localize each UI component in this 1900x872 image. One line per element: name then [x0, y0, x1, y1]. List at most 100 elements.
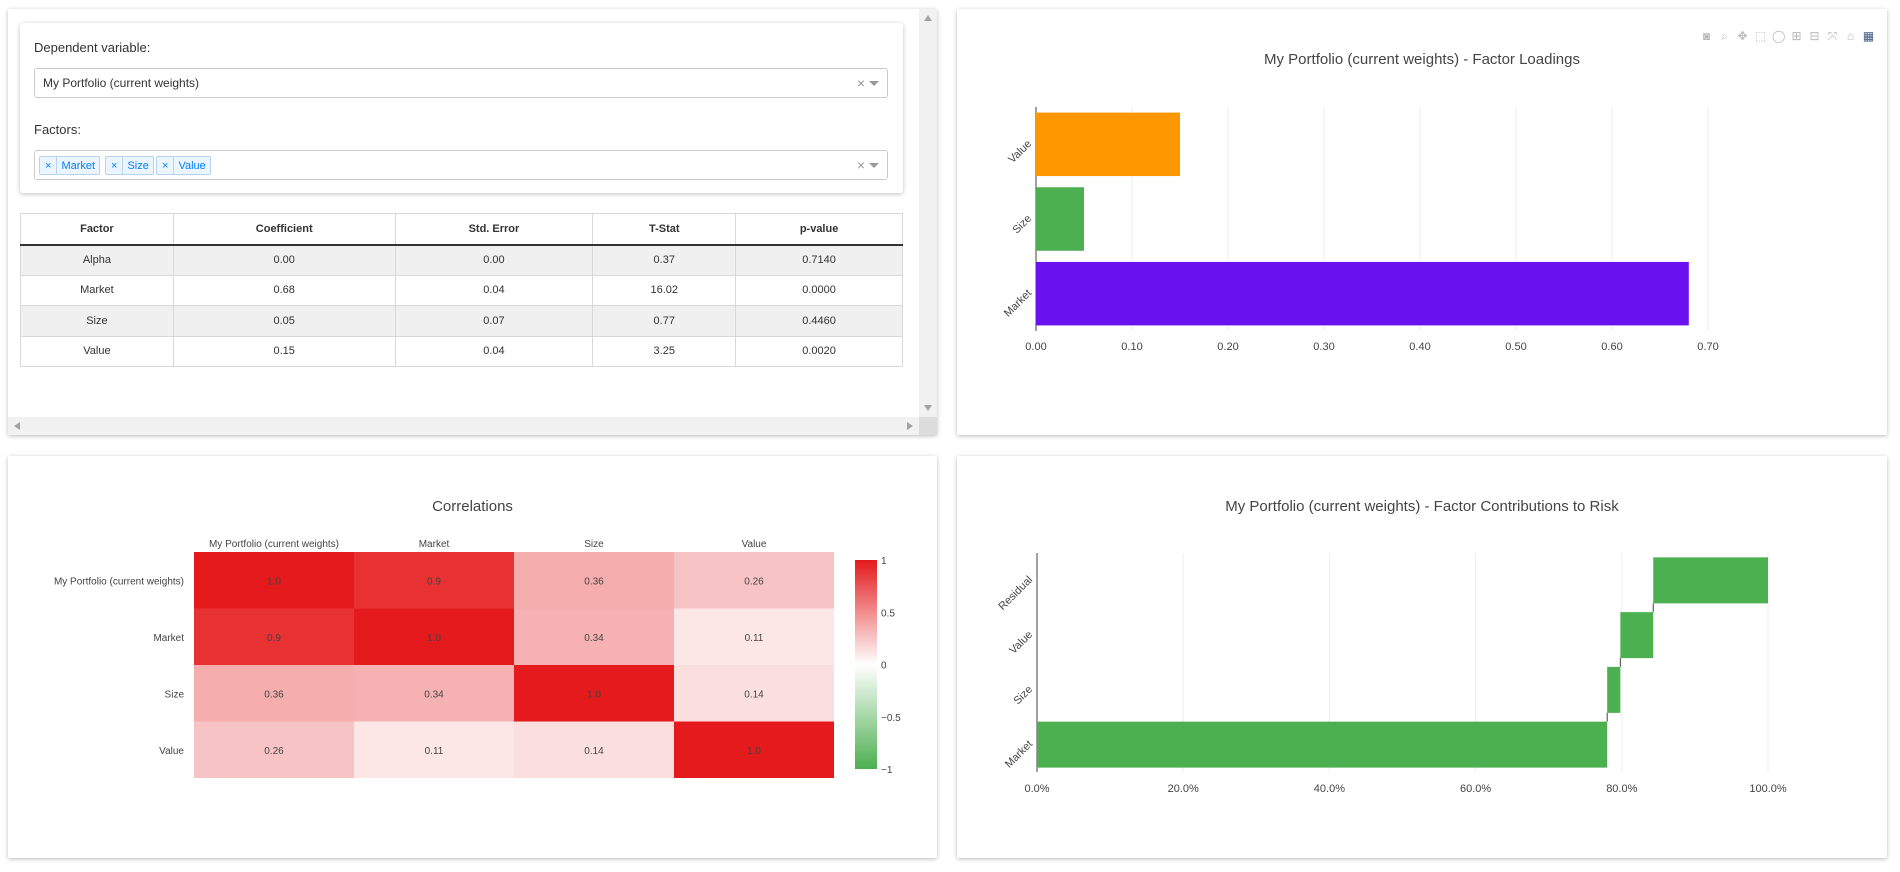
table-cell: 0.00: [394, 244, 594, 276]
table-header-row: Factor Coefficient Std. Error T-Stat p-v…: [20, 213, 903, 246]
heatmap-cell: [194, 552, 354, 609]
regression-card: Dependent variable: My Portfolio (curren…: [8, 9, 937, 435]
x-tick-label: 20.0%: [1168, 783, 1199, 795]
scroll-left-icon[interactable]: [14, 422, 20, 430]
remove-tag-icon[interactable]: ×: [157, 157, 175, 174]
cell-value-label: 0.14: [744, 689, 764, 700]
scroll-down-icon[interactable]: [924, 405, 932, 411]
table-row: Value 0.15 0.04 3.25 0.0020: [20, 335, 903, 367]
cell-value-label: 1.0: [267, 576, 281, 587]
scroll-right-icon[interactable]: [907, 422, 913, 430]
risk-contributions-chart[interactable]: 0.0% 20.0% 40.0% 60.0% 80.0% 100.0% Market Size…: [957, 456, 1887, 858]
factor-tag-market: × Market: [39, 156, 101, 175]
table-cell: 0.37: [592, 244, 737, 276]
x-tick-label: 0.10: [1121, 341, 1142, 353]
factor-loadings-card: ◙ ⌕ ✥ ⬚ ◯ ⊞ ⊟ ⤧ ⌂ ▦ My Portfolio (curren…: [957, 9, 1887, 435]
table-cell: 0.15: [172, 335, 396, 367]
plot-modebar: ◙ ⌕ ✥ ⬚ ◯ ⊞ ⊟ ⤧ ⌂ ▦: [1700, 29, 1875, 43]
colorbar-tick-label: −0.5: [881, 713, 901, 724]
x-tick-label: 40.0%: [1314, 783, 1345, 795]
correlations-card: Correlations My Portfolio (current weigh…: [8, 456, 937, 858]
x-tick-label: 0.30: [1313, 341, 1334, 353]
dependent-variable-dropdown[interactable]: My Portfolio (current weights) ×: [34, 68, 888, 98]
x-tick-label: 0.00: [1025, 341, 1046, 353]
heatmap-cell: [354, 608, 514, 665]
x-tick-label: 100.0%: [1749, 783, 1787, 795]
heatmap-cell: [674, 608, 834, 665]
cell-value-label: 0.26: [744, 576, 764, 587]
y-tick-label: Value: [1006, 138, 1034, 166]
dependent-variable-label: Dependent variable:: [34, 40, 151, 55]
colorbar: [855, 560, 877, 769]
x-tick-label: Value: [742, 539, 767, 550]
scroll-up-icon[interactable]: [924, 15, 932, 21]
box-select-icon[interactable]: ⬚: [1754, 29, 1767, 43]
zoom-icon[interactable]: ⌕: [1721, 29, 1728, 43]
column-header: Std. Error: [394, 213, 594, 246]
heatmap-cell: [674, 552, 834, 609]
reset-axes-icon[interactable]: ⌂: [1846, 29, 1855, 43]
colorbar-tick-label: −1: [881, 765, 893, 776]
heatmap-cell: [514, 552, 674, 609]
x-tick-label: 60.0%: [1460, 783, 1491, 795]
y-tick-label: Residual: [996, 574, 1035, 613]
dependent-variable-value: My Portfolio (current weights): [43, 76, 200, 90]
remove-tag-icon[interactable]: ×: [106, 157, 124, 174]
autoscale-icon[interactable]: ⤧: [1827, 29, 1838, 43]
horizontal-scrollbar[interactable]: [8, 417, 919, 435]
correlations-heatmap[interactable]: My Portfolio (current weights) Market Size…: [8, 456, 937, 858]
cell-value-label: 0.26: [264, 746, 284, 757]
camera-icon[interactable]: ◙: [1702, 29, 1711, 43]
column-header: Coefficient: [172, 213, 396, 246]
factor-loadings-chart[interactable]: 0.00 0.10 0.20 0.30 0.40 0.50 0.60 0.70 Market Si…: [957, 9, 1887, 435]
factors-label: Factors:: [34, 122, 81, 137]
table-cell: 0.4460: [735, 305, 903, 337]
factors-clear-icon[interactable]: ×: [856, 157, 865, 173]
x-tick-label: My Portfolio (current weights): [209, 539, 339, 550]
x-tick-label: 0.40: [1409, 341, 1430, 353]
table-cell: 16.02: [592, 274, 737, 306]
cell-value-label: 1.0: [427, 633, 441, 644]
colorbar-tick-label: 1: [881, 556, 887, 567]
factor-tag-value: × Value: [156, 156, 211, 175]
lasso-icon[interactable]: ◯: [1772, 29, 1786, 43]
y-tick-label: Size: [165, 689, 185, 700]
bar: [1036, 261, 1689, 326]
heatmap-cell: [194, 665, 354, 722]
table-cell: Alpha: [20, 244, 174, 276]
x-tick-label: 0.0%: [1024, 783, 1049, 795]
column-header: Factor: [20, 213, 174, 246]
factors-multiselect[interactable]: × Market × Size × Value ×: [34, 150, 888, 180]
bar: [1036, 187, 1084, 251]
waterfall-bar: [1653, 557, 1768, 604]
dependent-clear-icon[interactable]: ×: [856, 75, 865, 91]
waterfall-bar: [1607, 666, 1621, 713]
heatmap-cell: [354, 552, 514, 609]
y-tick-label: Market: [153, 633, 184, 644]
zoom-out-icon[interactable]: ⊟: [1809, 29, 1820, 43]
cell-value-label: 0.14: [584, 746, 604, 757]
x-tick-label: 0.50: [1505, 341, 1526, 353]
cell-value-label: 0.11: [425, 746, 444, 757]
remove-tag-icon[interactable]: ×: [40, 157, 58, 174]
cell-value-label: 0.34: [584, 633, 604, 644]
factors-chevron-down-icon[interactable]: [869, 163, 879, 168]
regression-scroll-area[interactable]: Dependent variable: My Portfolio (curren…: [8, 9, 919, 417]
dependent-chevron-down-icon[interactable]: [869, 81, 879, 86]
x-tick-label: 0.20: [1217, 341, 1238, 353]
pan-icon[interactable]: ✥: [1737, 29, 1748, 43]
table-cell: 0.68: [172, 274, 396, 306]
heatmap-cell: [354, 721, 514, 778]
y-tick-label: Market: [1002, 287, 1034, 319]
y-tick-label: Value: [1007, 629, 1035, 657]
cell-value-label: 1.0: [747, 746, 761, 757]
zoom-in-icon[interactable]: ⊞: [1791, 29, 1802, 43]
scroll-corner: [919, 417, 937, 435]
y-tick-label: Value: [159, 746, 184, 757]
cell-value-label: 0.34: [424, 689, 444, 700]
vertical-scrollbar[interactable]: [919, 9, 937, 417]
plotly-logo-icon[interactable]: ▦: [1862, 29, 1875, 43]
table-cell: 0.04: [394, 274, 594, 306]
heatmap-cell: [514, 665, 674, 722]
colorbar-tick-label: 0.5: [881, 608, 895, 619]
